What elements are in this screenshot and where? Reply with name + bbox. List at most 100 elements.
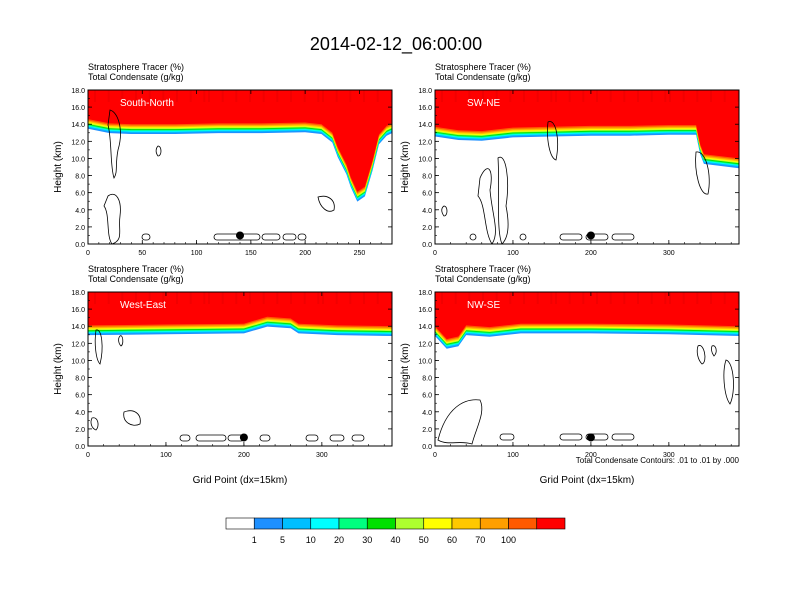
tracer-field [435, 292, 739, 349]
y-tick-label: 16.0 [418, 307, 432, 314]
tracer-streak [454, 90, 457, 102]
y-tick-label: 4.0 [422, 410, 432, 417]
tracer-streak [235, 90, 238, 102]
x-tick-label: 200 [299, 250, 311, 257]
tracer-streak [737, 90, 739, 102]
tracer-streak [235, 292, 238, 304]
panel-tracer-label: Stratosphere Tracer (%) [435, 62, 531, 72]
tracer-band-0 [435, 90, 739, 159]
tracer-band-0 [88, 90, 392, 192]
tracer-streak [94, 292, 96, 304]
x-axis: 0 100 200 300 [433, 292, 732, 459]
location-marker [236, 231, 244, 240]
tracer-streak [303, 90, 306, 102]
condensate-contour [469, 233, 477, 241]
colorbar-label: 70 [475, 535, 485, 545]
x-tick-label: 200 [585, 452, 597, 459]
tracer-streak [609, 292, 612, 304]
tracer-streak [203, 292, 206, 304]
panel-nw-se: Stratosphere Tracer (%)Total Condensate … [400, 264, 740, 486]
tracer-streak [322, 292, 324, 304]
colorbar-box [366, 517, 396, 530]
panel-direction-label: SW-NE [467, 98, 500, 109]
condensate-contour [118, 335, 124, 347]
x-tick-label: 200 [238, 452, 250, 459]
y-tick-label: 18.0 [71, 290, 85, 297]
condensate-contour [259, 434, 271, 442]
y-tick-label: 10.0 [418, 156, 432, 163]
condensate-contour [351, 434, 365, 442]
condensate-contour [559, 233, 583, 241]
x-tick-label: 250 [354, 250, 366, 257]
y-tick-label: 18.0 [71, 88, 85, 95]
tracer-streak [523, 292, 525, 304]
y-tick-label: 0.0 [75, 444, 85, 451]
tracer-streak [536, 90, 539, 102]
colorbar: 1 5 10 20 30 40 50 60 70 100 [225, 517, 566, 545]
y-tick-label: 16.0 [71, 105, 85, 112]
contour-note: Total Condensate Contours: .01 to .01 by… [576, 456, 740, 465]
tracer-streak [637, 292, 639, 304]
y-tick-label: 0.0 [422, 242, 432, 249]
y-axis-label: Height (km) [53, 141, 64, 193]
colorbar-label: 1 [252, 535, 257, 545]
y-tick-label: 4.0 [75, 410, 85, 417]
tracer-streak [441, 292, 443, 304]
colorbar-box [253, 517, 283, 530]
tracer-streak [737, 292, 739, 304]
tracer-streak [135, 292, 137, 304]
condensate-contour [261, 233, 281, 241]
tracer-streak [208, 90, 210, 102]
x-tick-label: 0 [433, 250, 437, 257]
colorbar-label: 40 [390, 535, 400, 545]
x-tick-label: 100 [160, 452, 172, 459]
condensate-contour [611, 233, 635, 241]
condensate-contour [585, 233, 609, 241]
tracer-streak [536, 292, 539, 304]
tracer-streak [317, 90, 320, 102]
y-tick-label: 6.0 [75, 191, 85, 198]
tracer-streak [582, 292, 585, 304]
condensate-contour [711, 345, 717, 357]
y-tick-label: 12.0 [418, 139, 432, 146]
y-tick-label: 14.0 [418, 122, 432, 129]
y-tick-label: 2.0 [422, 225, 432, 232]
panel-sw-ne: Stratosphere Tracer (%)Total Condensate … [400, 62, 740, 257]
y-tick-label: 4.0 [422, 208, 432, 215]
tracer-streak [322, 90, 324, 102]
tracer-streak [710, 90, 712, 102]
tracer-streak [609, 90, 612, 102]
panel-condensate-label: Total Condensate (g/kg) [88, 72, 184, 82]
tracer-streak [696, 292, 699, 304]
condensate-contour [297, 233, 307, 241]
colorbar-label: 10 [306, 535, 316, 545]
tracer-streak [189, 90, 192, 102]
x-tick-label: 150 [245, 250, 257, 257]
panel-condensate-label: Total Condensate (g/kg) [435, 72, 531, 82]
tracer-streak [221, 292, 224, 304]
panel-condensate-label: Total Condensate (g/kg) [88, 274, 184, 284]
condensate-contour [329, 434, 345, 442]
tracer-streak [495, 90, 498, 102]
colorbar-box [338, 517, 368, 530]
location-marker [586, 433, 595, 442]
tracer-streak [121, 90, 124, 102]
tracer-streak [441, 90, 443, 102]
panel-condensate-label: Total Condensate (g/kg) [435, 274, 531, 284]
condensate-contour [305, 434, 319, 442]
tracer-streak [482, 292, 484, 304]
x-tick-label: 100 [191, 250, 203, 257]
tracer-streak [623, 90, 626, 102]
condensate-contour [155, 145, 162, 157]
tracer-streak [454, 292, 457, 304]
colorbar-box [423, 517, 453, 530]
condensate-contour [547, 121, 558, 161]
tracer-streak [550, 292, 553, 304]
y-tick-label: 0.0 [75, 242, 85, 249]
y-tick-label: 18.0 [418, 290, 432, 297]
x-axis: 0 50 100 150 200 250 [86, 90, 393, 257]
tracer-streak [221, 90, 224, 102]
y-tick-label: 8.0 [422, 376, 432, 383]
tracer-streak [650, 292, 653, 304]
